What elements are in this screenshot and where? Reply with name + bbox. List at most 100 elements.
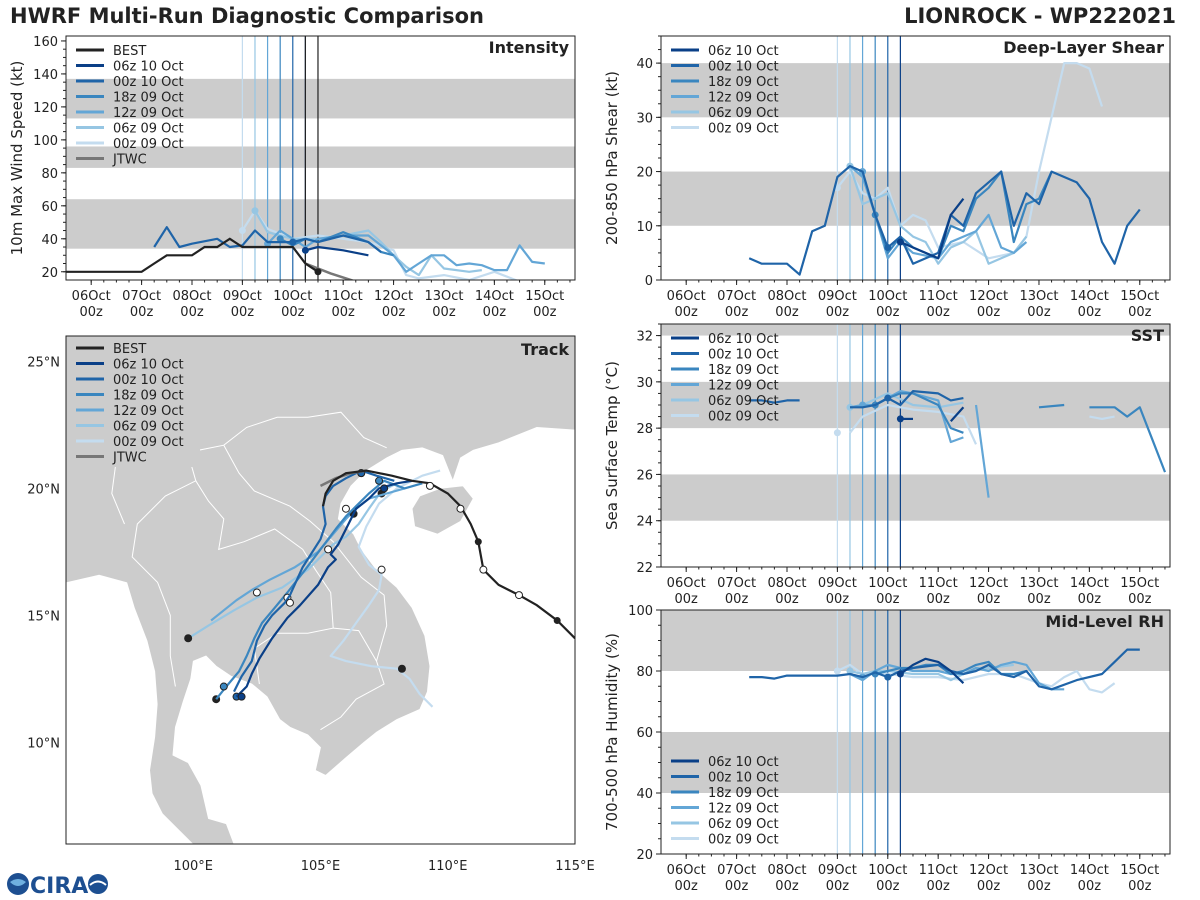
rh-xtick-label: 14Oct [1070,863,1109,878]
sst-xtick-label: 14Oct [1070,576,1109,591]
sst-xtick-label-hour: 00z [826,592,850,607]
rh-xtick-label-hour: 00z [675,879,699,894]
intensity-xtick-label: 07Oct [122,289,161,304]
track-panel-title: Track [521,340,569,359]
sst-ytick-label: 26 [636,468,653,483]
track-legend-bg [70,339,200,467]
figure-title-left: HWRF Multi-Run Diagnostic Comparison [10,4,485,28]
intensity-ytick-label: 20 [41,266,58,281]
sst-series-dot [846,403,854,411]
sst-xtick-label-hour: 00z [775,592,799,607]
sst-legend-label: 06z 10 Oct [708,332,779,347]
shear-xtick-label: 08Oct [767,289,806,304]
intensity-ytick-label: 120 [33,101,58,116]
rh-xtick-label-hour: 00z [977,879,1001,894]
intensity-ytick-label: 160 [33,35,58,50]
intensity-series-line [241,209,519,280]
shear-xtick-label-hour: 00z [1027,305,1051,320]
intensity-ytick-label: 60 [41,200,58,215]
track-position-dot [380,484,389,493]
track-position-dot [237,692,246,701]
intensity-xtick-label: 12Oct [374,289,413,304]
rh-xtick-label: 08Oct [767,863,806,878]
country-border [320,627,385,731]
track-position-dot [252,588,261,597]
intensity-legend-label: 00z 10 Oct [113,75,184,90]
rh-xtick-label: 06Oct [667,863,706,878]
figure-title-right: LIONROCK - WP222021 [904,4,1176,28]
intensity-xtick-label: 11Oct [324,289,363,304]
shear-xtick-label-hour: 00z [1128,305,1152,320]
rh-legend-label: 06z 10 Oct [708,755,779,770]
sst-legend-label: 00z 09 Oct [708,410,779,425]
intensity-xtick-label-hour: 00z [483,305,507,320]
intensity-ytick-label: 100 [33,134,58,149]
rh-ytick-label: 20 [636,848,653,863]
track-position-dot [324,545,333,554]
country-border [195,480,334,685]
shear-xtick-label: 06Oct [667,289,706,304]
sst-series-line [849,403,978,445]
rh-xtick-label: 12Oct [969,863,1008,878]
intensity-legend-label: 12z 09 Oct [113,106,184,121]
rh-panel: 2040608010006Oct00z07Oct00z08Oct00z09Oct… [603,604,1171,894]
shear-band [661,63,1170,118]
intensity-xtick-label: 08Oct [172,289,211,304]
shear-xtick-label-hour: 00z [876,305,900,320]
rh-xtick-label: 10Oct [868,863,907,878]
rh-band [661,610,1170,671]
logo-badge-icon [88,874,108,894]
sst-xtick-label: 07Oct [717,576,756,591]
shear-xtick-label-hour: 00z [926,305,950,320]
sst-xtick-label-hour: 00z [1027,592,1051,607]
track-lon-label: 115°E [555,859,595,874]
rh-xtick-label: 09Oct [818,863,857,878]
rh-panel-title: Mid-Level RH [1045,612,1164,631]
sst-series-line [1089,415,1115,420]
sst-plot-area [661,324,1170,567]
country-border [223,444,388,662]
rh-legend-label: 12z 09 Oct [708,802,779,817]
sst-xtick-label: 08Oct [767,576,806,591]
sst-series-line [849,390,964,444]
track-best-open-dot [515,591,524,600]
intensity-xtick-label: 15Oct [525,289,564,304]
intensity-xtick-label: 14Oct [475,289,514,304]
sst-band [661,324,1170,336]
sst-xtick-label-hour: 00z [675,592,699,607]
intensity-series-dot [276,235,284,243]
sst-ytick-label: 28 [636,422,653,437]
shear-xtick-label: 09Oct [818,289,857,304]
intensity-xtick-label-hour: 00z [231,305,255,320]
shear-band [661,171,1170,226]
intensity-plot-area [66,36,575,280]
rh-xtick-label: 13Oct [1019,863,1058,878]
intensity-xtick-label: 09Oct [223,289,262,304]
track-position-dot [285,598,294,607]
shear-xtick-label-hour: 00z [826,305,850,320]
intensity-xtick-label: 13Oct [424,289,463,304]
rh-ytick-label: 100 [628,604,653,619]
rh-series-line [899,657,965,684]
intensity-series-line [254,210,482,277]
sst-series-line [949,406,965,422]
intensity-ytick-label: 40 [41,233,58,248]
shear-series-line [899,198,965,260]
track-legend-label: 06z 09 Oct [113,420,184,435]
track-best-dot [474,538,482,546]
sst-xtick-label-hour: 00z [876,592,900,607]
intensity-xtick-label-hour: 00z [281,305,305,320]
rh-ylabel: 700-500 hPa Humidity (%) [603,633,621,831]
track-lat-label: 15°N [27,609,60,624]
sst-legend-label: 00z 10 Oct [708,348,779,363]
sst-xtick-label: 06Oct [667,576,706,591]
shear-legend-label: 06z 09 Oct [708,106,779,121]
rh-xtick-label: 07Oct [717,863,756,878]
track-legend-label: 00z 09 Oct [113,435,184,450]
sst-ylabel: Sea Surface Temp (°C) [603,361,621,530]
intensity-xtick-label-hour: 00z [180,305,204,320]
intensity-series-dot [238,227,246,235]
track-legend-label: 18z 09 Oct [113,389,184,404]
intensity-band [66,146,575,168]
